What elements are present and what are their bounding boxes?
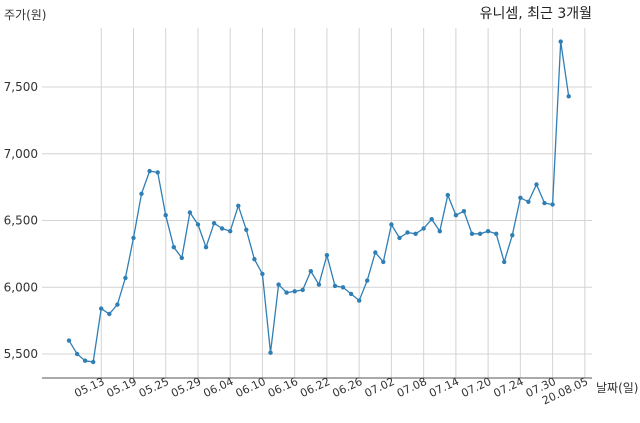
data-point: [260, 271, 265, 277]
y-tick-label: 7,000: [4, 147, 38, 161]
data-point: [558, 39, 563, 44]
data-point: [332, 283, 338, 289]
data-point: [107, 311, 112, 317]
data-point: [445, 192, 450, 198]
x-tick-label: 05.19: [105, 375, 139, 400]
data-point: [381, 259, 386, 265]
data-point: [91, 359, 96, 365]
data-point: [429, 217, 434, 222]
data-point: [357, 298, 362, 303]
data-point: [485, 229, 491, 234]
data-point: [534, 182, 539, 187]
y-tick-label: 5,500: [4, 347, 38, 361]
y-tick-labels: 5,500 6,000 6,500 7,000 7,500: [4, 80, 38, 361]
x-tick-label: 07.08: [395, 375, 429, 400]
y-tick-label: 6,000: [4, 280, 38, 294]
x-tick-label: 06.10: [234, 375, 268, 400]
x-tick-label: 07.02: [363, 375, 397, 400]
x-axis-label: 날짜(일): [596, 381, 638, 395]
x-tick-label: 06.22: [298, 375, 332, 400]
data-point: [437, 229, 442, 234]
data-point: [550, 202, 555, 207]
grid: [42, 28, 592, 378]
x-tick-label: 07.24: [492, 375, 526, 400]
data-point: [228, 229, 233, 234]
data-point: [252, 257, 257, 262]
data-point: [340, 285, 346, 290]
data-point: [477, 231, 483, 236]
data-point: [389, 222, 394, 227]
x-tick-label: 05.13: [72, 375, 106, 400]
data-point: [74, 351, 80, 357]
data-point: [453, 213, 459, 218]
data-point: [139, 191, 144, 196]
x-tick-label: 05.25: [137, 375, 171, 400]
data-point: [469, 231, 475, 236]
data-point: [155, 170, 160, 175]
data-point: [219, 226, 225, 231]
data-point: [179, 255, 184, 261]
data-point: [292, 289, 297, 294]
data-point: [211, 221, 217, 226]
x-tick-label: 06.04: [201, 375, 235, 400]
data-point: [195, 222, 201, 227]
data-point: [413, 231, 418, 236]
data-point: [518, 195, 523, 200]
data-point: [566, 94, 571, 99]
series: [66, 39, 571, 365]
data-point: [123, 275, 128, 281]
data-point: [203, 245, 209, 250]
data-point: [284, 290, 289, 295]
data-point: [163, 213, 168, 218]
data-point: [526, 199, 531, 204]
series-line: [68, 41, 570, 363]
data-point: [244, 227, 249, 232]
data-point: [502, 259, 507, 265]
data-point: [66, 338, 72, 343]
data-point: [316, 282, 322, 287]
x-tick-label: 05.29: [169, 375, 203, 400]
data-point: [494, 231, 499, 236]
data-point: [171, 245, 176, 250]
data-point: [276, 282, 281, 287]
data-point: [542, 200, 547, 206]
x-tick-label: 06.26: [330, 375, 364, 400]
data-point: [308, 269, 313, 274]
x-tick-labels: 05.1305.1905.2505.2906.0406.1006.1606.22…: [72, 375, 590, 407]
data-point: [510, 233, 515, 238]
data-point: [236, 203, 241, 208]
x-tick-label: 07.20: [459, 375, 493, 400]
data-point: [187, 210, 193, 215]
data-point: [397, 235, 402, 241]
data-point: [461, 209, 467, 214]
data-point: [373, 250, 378, 255]
data-point: [421, 226, 426, 231]
data-point: [324, 253, 330, 258]
data-point: [131, 235, 136, 241]
data-point: [300, 287, 305, 293]
data-point: [405, 230, 410, 235]
data-point: [147, 168, 152, 174]
data-point: [348, 291, 354, 297]
y-tick-label: 6,500: [4, 214, 38, 228]
y-tick-label: 7,500: [4, 80, 38, 94]
y-axis-label: 주가(원): [4, 8, 46, 22]
data-point: [82, 358, 88, 363]
data-point: [115, 302, 120, 307]
chart-title: 유니셈, 최근 3개월: [480, 6, 592, 22]
data-point: [365, 278, 370, 283]
data-point: [99, 306, 104, 311]
x-tick-label: 07.14: [427, 375, 461, 400]
x-tick-label: 06.16: [266, 375, 300, 400]
data-point: [268, 350, 273, 355]
